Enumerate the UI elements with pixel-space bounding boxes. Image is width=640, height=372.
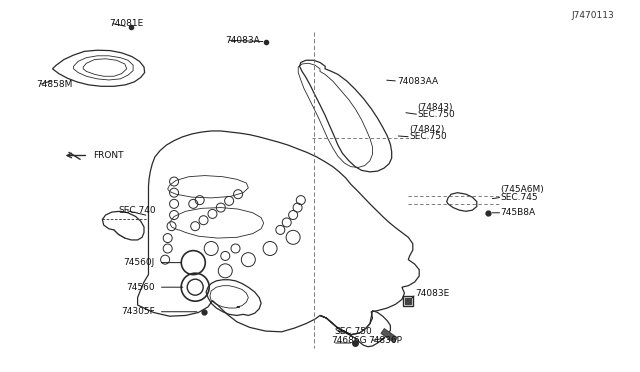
Polygon shape — [381, 328, 397, 343]
Text: (74843): (74843) — [417, 103, 452, 112]
Text: SEC.750: SEC.750 — [334, 327, 372, 336]
Text: SEC.745: SEC.745 — [500, 193, 538, 202]
Text: (74842): (74842) — [410, 125, 445, 134]
Text: 74560: 74560 — [126, 283, 155, 292]
Text: SEC.740: SEC.740 — [118, 206, 156, 215]
Text: (745A6M): (745A6M) — [500, 185, 544, 194]
Text: SEC.750: SEC.750 — [410, 132, 447, 141]
Text: J7470113: J7470113 — [572, 11, 614, 20]
Text: 74083AA: 74083AA — [397, 77, 438, 86]
Text: 74858M: 74858M — [36, 80, 72, 89]
Text: 74560J: 74560J — [124, 258, 155, 267]
Text: 74081E: 74081E — [109, 19, 143, 28]
Text: 74836P: 74836P — [368, 336, 402, 345]
Text: 74305F: 74305F — [121, 307, 155, 316]
Text: 74686G: 74686G — [332, 336, 367, 345]
Text: 74083E: 74083E — [415, 289, 449, 298]
Text: 74083A: 74083A — [225, 36, 260, 45]
Text: FRONT: FRONT — [93, 151, 124, 160]
Text: SEC.750: SEC.750 — [417, 110, 455, 119]
Text: 745B8A: 745B8A — [500, 208, 536, 217]
